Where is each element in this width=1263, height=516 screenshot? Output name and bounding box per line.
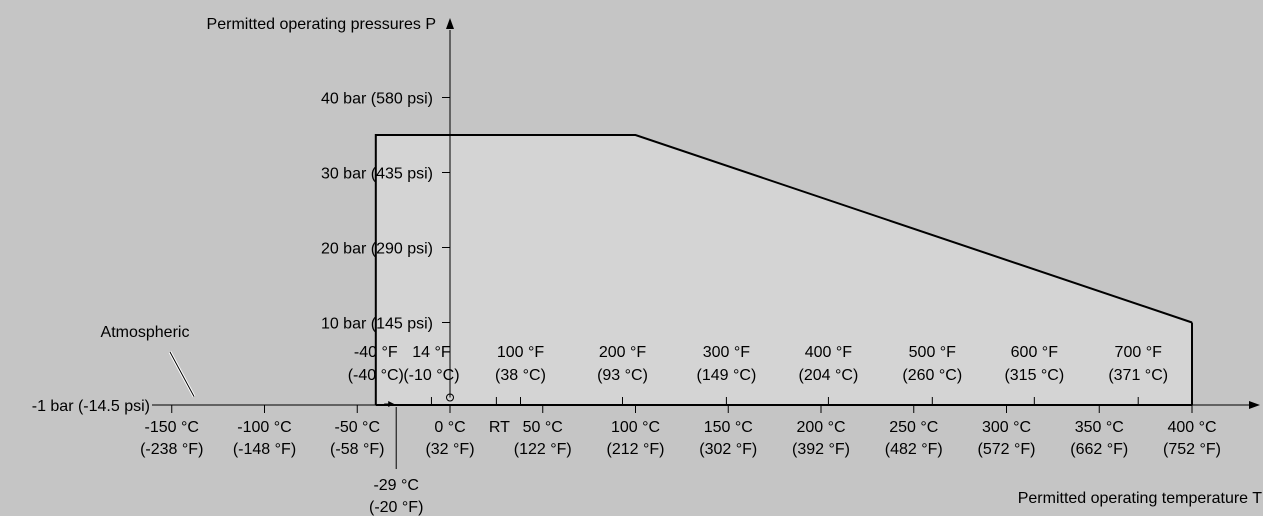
x-tick-label-fahrenheit-equivalent: (32 °F) bbox=[425, 441, 474, 458]
x-tick-label-celsius: 350 °C bbox=[1075, 419, 1124, 436]
x-tick-label-fahrenheit-equivalent: (122 °F) bbox=[514, 441, 572, 458]
permitted-region-outline bbox=[374, 134, 1193, 405]
x-tick-label-celsius-equivalent: (260 °C) bbox=[902, 367, 962, 384]
atmospheric-leader-line bbox=[169, 351, 195, 397]
x-tick-label-fahrenheit-equivalent: (212 °F) bbox=[607, 441, 665, 458]
room-temperature-label: RT bbox=[489, 419, 510, 436]
x-tick-label-celsius: -100 °C bbox=[237, 419, 291, 436]
x-tick-label-fahrenheit-equivalent: (302 °F) bbox=[699, 441, 757, 458]
x-tick-label-fahrenheit: 14 °F bbox=[412, 344, 451, 361]
x-tick-label-celsius-equivalent: (-10 °C) bbox=[403, 367, 459, 384]
x-tick-label-celsius: 400 °C bbox=[1167, 419, 1216, 436]
x-tick-label-fahrenheit-equivalent: (-148 °F) bbox=[233, 441, 296, 458]
x-tick-label-celsius-equivalent: (-40 °C) bbox=[348, 367, 404, 384]
y-tick-label: 20 bar (290 psi) bbox=[321, 241, 433, 258]
y-tick-label: 40 bar (580 psi) bbox=[321, 91, 433, 108]
x-tick-label-celsius-equivalent: (93 °C) bbox=[597, 367, 648, 384]
x-tick-label-celsius: -150 °C bbox=[145, 419, 199, 436]
x-tick-label-fahrenheit: 300 °F bbox=[703, 344, 751, 361]
x-tick-label-fahrenheit: 200 °F bbox=[599, 344, 647, 361]
x-tick-label-fahrenheit-equivalent: (-238 °F) bbox=[140, 441, 203, 458]
x-tick-label-fahrenheit: 400 °F bbox=[805, 344, 853, 361]
origin-marker bbox=[446, 393, 454, 402]
x-tick-label-fahrenheit-equivalent: (482 °F) bbox=[885, 441, 943, 458]
x-tick-label-fahrenheit-equivalent: (752 °F) bbox=[1163, 441, 1221, 458]
x-tick-label-celsius-equivalent: (371 °C) bbox=[1108, 367, 1168, 384]
min-temperature-fahrenheit-label: (-20 °F) bbox=[369, 499, 423, 516]
atmospheric-label: Atmospheric bbox=[101, 324, 190, 341]
x-tick-label-celsius-equivalent: (204 °C) bbox=[799, 367, 859, 384]
y-tick-label: 10 bar (145 psi) bbox=[321, 316, 433, 333]
x-tick-label-celsius-equivalent: (149 °C) bbox=[697, 367, 757, 384]
x-tick-label-fahrenheit: 600 °F bbox=[1011, 344, 1059, 361]
y-tick-label: 30 bar (435 psi) bbox=[321, 166, 433, 183]
x-tick-label-celsius: 50 °C bbox=[523, 419, 563, 436]
x-axis-arrow bbox=[1249, 401, 1260, 409]
x-tick-label-fahrenheit: -40 °F bbox=[354, 344, 398, 361]
x-tick-label-fahrenheit-equivalent: (392 °F) bbox=[792, 441, 850, 458]
x-tick-label-fahrenheit: 500 °F bbox=[909, 344, 957, 361]
min-temperature-arrow-head bbox=[388, 401, 395, 407]
x-axis-title: Permitted operating temperature T bbox=[1018, 490, 1263, 507]
x-tick-label-celsius-equivalent: (38 °C) bbox=[495, 367, 546, 384]
x-tick-label-celsius: 200 °C bbox=[796, 419, 845, 436]
permitted-region-fill bbox=[375, 135, 1192, 405]
x-tick-label-celsius: 100 °C bbox=[611, 419, 660, 436]
baseline-pressure-label: -1 bar (-14.5 psi) bbox=[32, 398, 150, 415]
y-axis-title: Permitted operating pressures P bbox=[207, 16, 436, 33]
x-tick-label-fahrenheit: 100 °F bbox=[497, 344, 545, 361]
x-tick-label-fahrenheit-equivalent: (-58 °F) bbox=[330, 441, 384, 458]
x-tick-label-fahrenheit-equivalent: (662 °F) bbox=[1070, 441, 1128, 458]
min-temperature-celsius-label: -29 °C bbox=[373, 477, 419, 494]
x-tick-label-celsius-equivalent: (315 °C) bbox=[1004, 367, 1064, 384]
x-tick-label-celsius: -50 °C bbox=[334, 419, 380, 436]
x-tick-label-fahrenheit: 700 °F bbox=[1115, 344, 1163, 361]
x-tick-label-celsius: 250 °C bbox=[889, 419, 938, 436]
x-tick-label-celsius: 0 °C bbox=[434, 419, 465, 436]
x-tick-label-fahrenheit-equivalent: (572 °F) bbox=[978, 441, 1036, 458]
x-tick-label-celsius: 150 °C bbox=[704, 419, 753, 436]
x-tick-label-celsius: 300 °C bbox=[982, 419, 1031, 436]
y-axis-arrow bbox=[446, 18, 454, 29]
